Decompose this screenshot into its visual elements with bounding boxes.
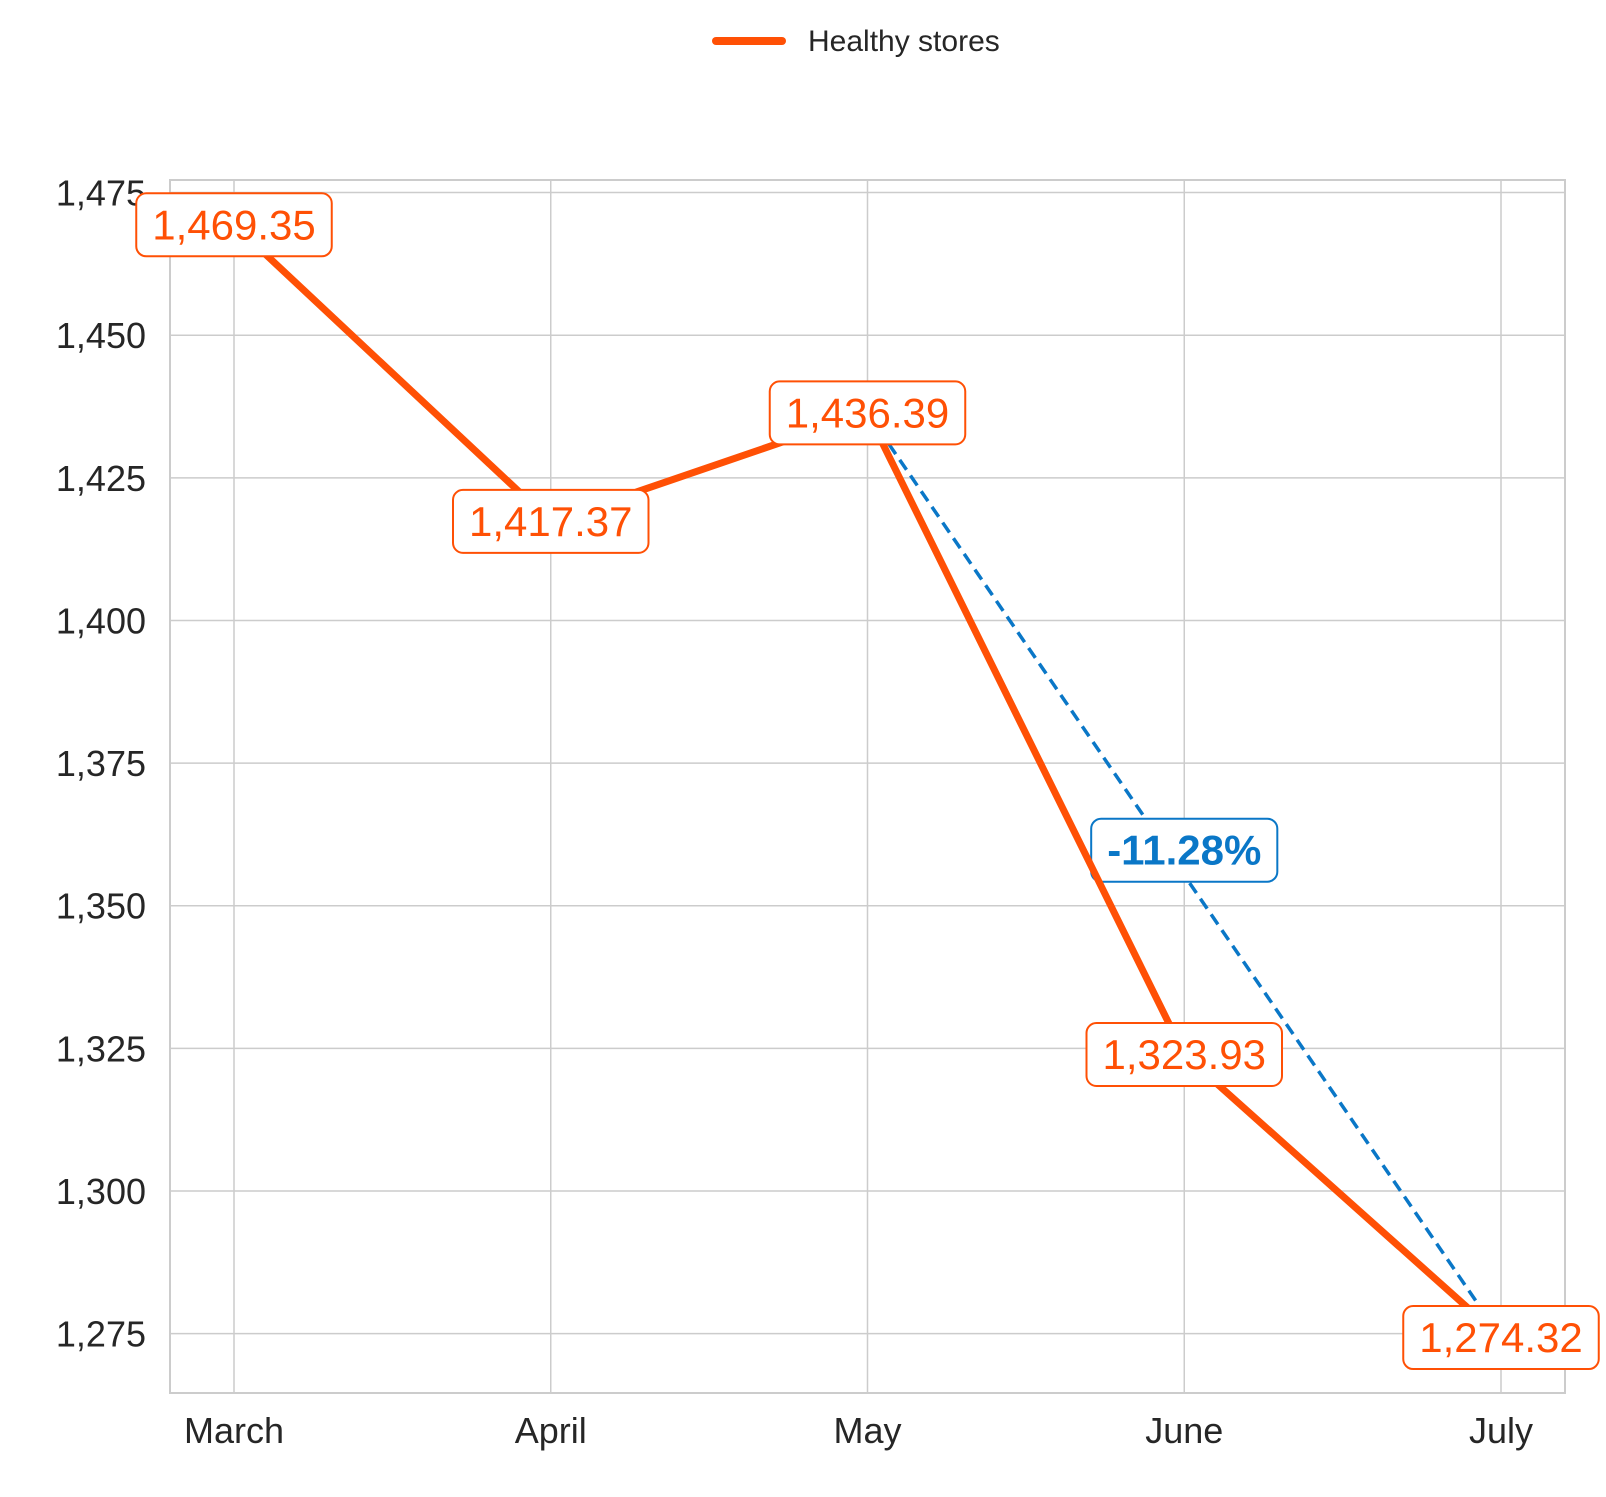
- data-label-box-may: [768, 380, 967, 446]
- y-tick-label-1425: 1,425: [56, 458, 146, 499]
- change-label-box: [1090, 817, 1279, 883]
- x-tick-label-july: July: [1469, 1410, 1533, 1451]
- legend: Healthy stores: [712, 25, 1000, 58]
- x-axis-ticks: March April May June July: [184, 1410, 1533, 1451]
- y-tick-label-1325: 1,325: [56, 1028, 146, 1069]
- x-tick-label-april: April: [515, 1410, 587, 1451]
- change-label: -11.28%: [1107, 827, 1261, 874]
- x-tick-label-june: June: [1145, 1410, 1223, 1451]
- data-label-box-march: [135, 192, 333, 258]
- y-tick-label-1350: 1,350: [56, 886, 146, 927]
- change-annotation: -11.28%: [866, 411, 1503, 1339]
- data-labels: 1,469.35 1,417.37 1,436.39 1,323.93 1,274.32: [135, 192, 1600, 1371]
- y-tick-label-1475: 1,475: [56, 173, 146, 214]
- y-tick-label-1400: 1,400: [56, 600, 146, 641]
- data-label-april: 1,417.37: [469, 498, 633, 545]
- data-label-june: 1,323.93: [1103, 1031, 1267, 1078]
- data-label-march: 1,469.35: [152, 201, 316, 248]
- legend-label-healthy-stores: Healthy stores: [808, 25, 1000, 58]
- y-tick-label-1375: 1,375: [56, 743, 146, 784]
- data-label-box-april: [452, 488, 650, 554]
- x-tick-label-may: May: [833, 1410, 901, 1451]
- y-tick-label-1275: 1,275: [56, 1314, 146, 1355]
- plot-frame: [169, 179, 1566, 1394]
- y-tick-label-1450: 1,450: [56, 315, 146, 356]
- y-axis-ticks: 1,275 1,300 1,325 1,350 1,375 1,400 1,425 1,450…: [56, 173, 146, 1355]
- data-label-box-june: [1085, 1021, 1283, 1087]
- data-label-july: 1,274.32: [1419, 1314, 1583, 1361]
- y-tick-label-1300: 1,300: [56, 1171, 146, 1212]
- data-label-may: 1,436.39: [786, 389, 950, 436]
- x-tick-label-march: March: [184, 1410, 284, 1451]
- data-label-box-july: [1402, 1305, 1600, 1371]
